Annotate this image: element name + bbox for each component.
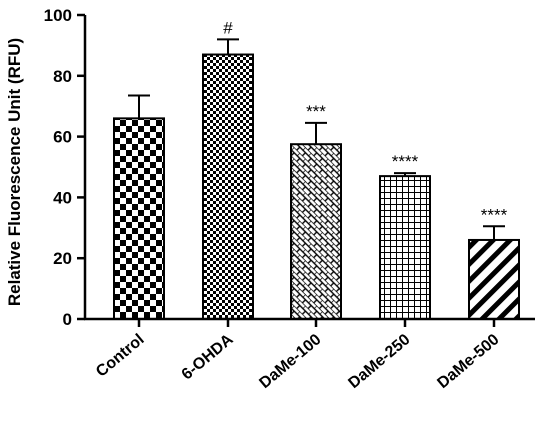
- y-tick-label: 0: [63, 310, 72, 329]
- y-tick-label: 100: [44, 6, 72, 25]
- y-tick-label: 20: [53, 249, 72, 268]
- x-tick-label: DaMe-100: [256, 331, 324, 392]
- bar-control: [113, 117, 165, 320]
- y-tick-label: 60: [53, 128, 72, 147]
- x-tick-label: 6-OHDA: [179, 331, 237, 384]
- bar-dame-500: [468, 238, 520, 321]
- x-axis-ticks: Control 6-OHDA DaMe-100 DaMe-250 DaMe-500: [93, 319, 503, 392]
- significance-label: ****: [392, 152, 419, 171]
- x-tick-label: Control: [93, 331, 147, 381]
- y-tick-label: 80: [53, 67, 72, 86]
- bar-dame-100: [290, 143, 342, 320]
- significance-label: ****: [481, 205, 508, 224]
- significance-label: ***: [306, 102, 326, 121]
- x-tick-label: DaMe-250: [345, 331, 413, 392]
- x-tick-label: DaMe-500: [434, 331, 502, 392]
- bar-dame-250: [379, 175, 431, 320]
- y-axis-title: Relative Fluorescence Unit (RFU): [5, 38, 24, 306]
- plot-area: #***********: [113, 18, 520, 321]
- y-axis-ticks: 0 20 40 60 80 100: [44, 6, 85, 329]
- bar-6-ohda: [202, 53, 254, 321]
- significance-label: #: [223, 18, 233, 37]
- y-tick-label: 40: [53, 188, 72, 207]
